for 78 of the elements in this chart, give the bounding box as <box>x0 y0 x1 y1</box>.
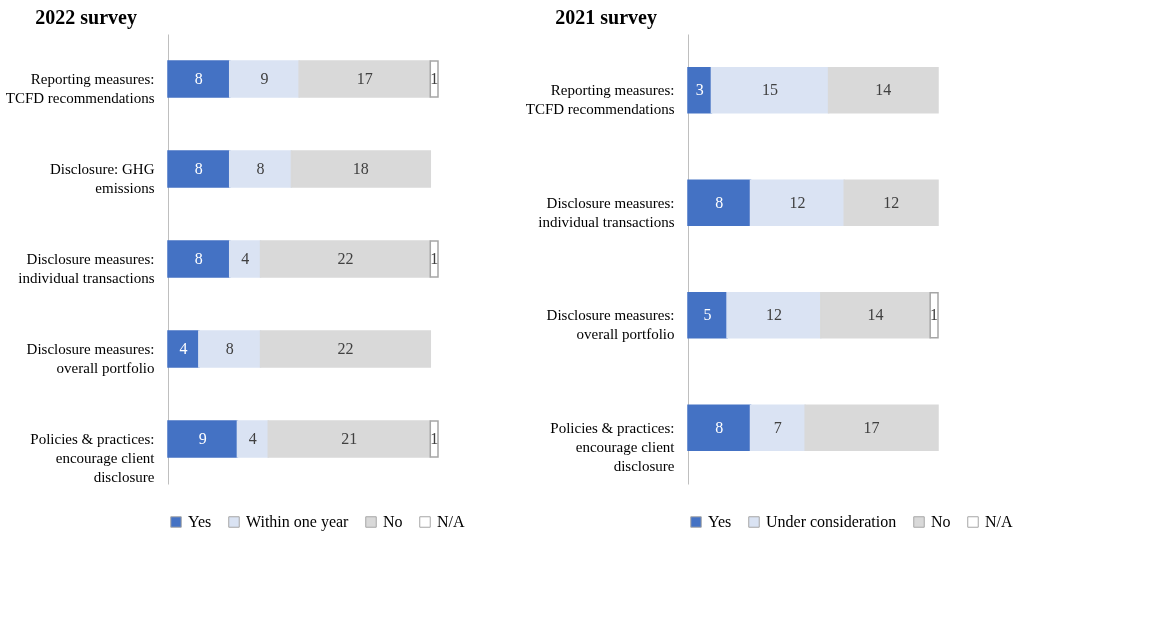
bar <box>267 420 432 458</box>
bar <box>687 67 713 114</box>
bar <box>687 404 752 451</box>
data-label: 12 <box>789 193 806 211</box>
bar <box>726 292 822 339</box>
y-tick-label: Disclosure measures: individual transactions <box>18 251 155 286</box>
bar <box>236 420 270 458</box>
bar <box>827 67 939 114</box>
y-tick-label: Disclosure: GHG emissions <box>49 161 155 196</box>
data-label: 8 <box>194 250 203 267</box>
data-label: 5 <box>703 306 712 324</box>
bar <box>687 292 728 339</box>
data-label: 8 <box>194 70 203 87</box>
bar <box>167 330 200 368</box>
bar <box>749 404 806 451</box>
data-label: 8 <box>715 418 724 436</box>
data-label: 8 <box>715 193 724 211</box>
data-label: 4 <box>179 340 188 357</box>
bar <box>820 292 931 339</box>
data-label: 1 <box>930 306 939 324</box>
legend-label: Yes <box>708 513 732 530</box>
bar <box>749 179 845 226</box>
bar <box>804 404 939 451</box>
bar <box>929 292 939 339</box>
bar <box>710 67 830 114</box>
data-label: 1 <box>430 430 439 447</box>
data-label: 18 <box>352 160 369 177</box>
bar <box>167 420 239 458</box>
legend-label: Yes <box>188 513 212 530</box>
bar <box>843 179 939 226</box>
data-label: 14 <box>867 306 884 324</box>
legend-label: No <box>931 513 951 530</box>
data-label: 9 <box>260 70 269 87</box>
y-tick-label: Disclosure measures: individual transactions <box>538 194 675 230</box>
legend-label: N/A <box>985 513 1013 530</box>
y-tick-label: Policies & practices: encourage client disclosure <box>550 419 676 474</box>
data-label: 9 <box>198 430 207 447</box>
bar <box>290 150 432 188</box>
data-label: 22 <box>337 340 354 357</box>
data-label: 1 <box>430 70 439 87</box>
chart-title: 2021 survey <box>555 6 657 29</box>
data-label: 22 <box>337 250 354 267</box>
legend-label: N/A <box>437 513 465 530</box>
bar <box>687 179 752 226</box>
y-tick-label: Disclosure measures: overall portfolio <box>26 341 155 376</box>
bar <box>167 150 231 188</box>
y-tick-label: Policies & practices: encourage client disclosure <box>30 431 156 485</box>
data-label: 3 <box>695 81 704 99</box>
bar <box>167 60 231 98</box>
bar <box>298 60 432 98</box>
bar <box>259 330 432 368</box>
data-label: 8 <box>256 160 265 177</box>
data-label: 15 <box>762 81 779 99</box>
bar <box>228 240 262 278</box>
data-label: 8 <box>194 160 203 177</box>
y-tick-label: Reporting measures: TCFD recommendations <box>525 82 675 118</box>
data-label: 17 <box>863 418 880 436</box>
data-label: 21 <box>341 430 358 447</box>
data-label: 14 <box>875 81 892 99</box>
legend-label: Within one year <box>246 513 350 531</box>
legend-label: No <box>383 513 403 530</box>
bar <box>167 240 231 278</box>
data-label: 1 <box>430 250 439 267</box>
y-tick-label: Reporting measures: TCFD recommendations <box>5 71 155 106</box>
bar <box>228 60 300 98</box>
bar <box>228 150 293 188</box>
bar <box>259 240 432 278</box>
chart-title: 2022 survey <box>35 6 137 29</box>
data-label: 17 <box>356 70 373 87</box>
data-label: 12 <box>765 306 782 324</box>
legend-label: Under consideration <box>766 513 897 530</box>
y-tick-label: Disclosure measures: overall portfolio <box>546 307 675 343</box>
bar <box>198 330 262 368</box>
data-label: 12 <box>883 193 900 211</box>
data-label: 4 <box>248 430 257 447</box>
data-label: 7 <box>773 418 782 436</box>
data-label: 4 <box>241 250 250 267</box>
data-label: 8 <box>225 340 234 357</box>
